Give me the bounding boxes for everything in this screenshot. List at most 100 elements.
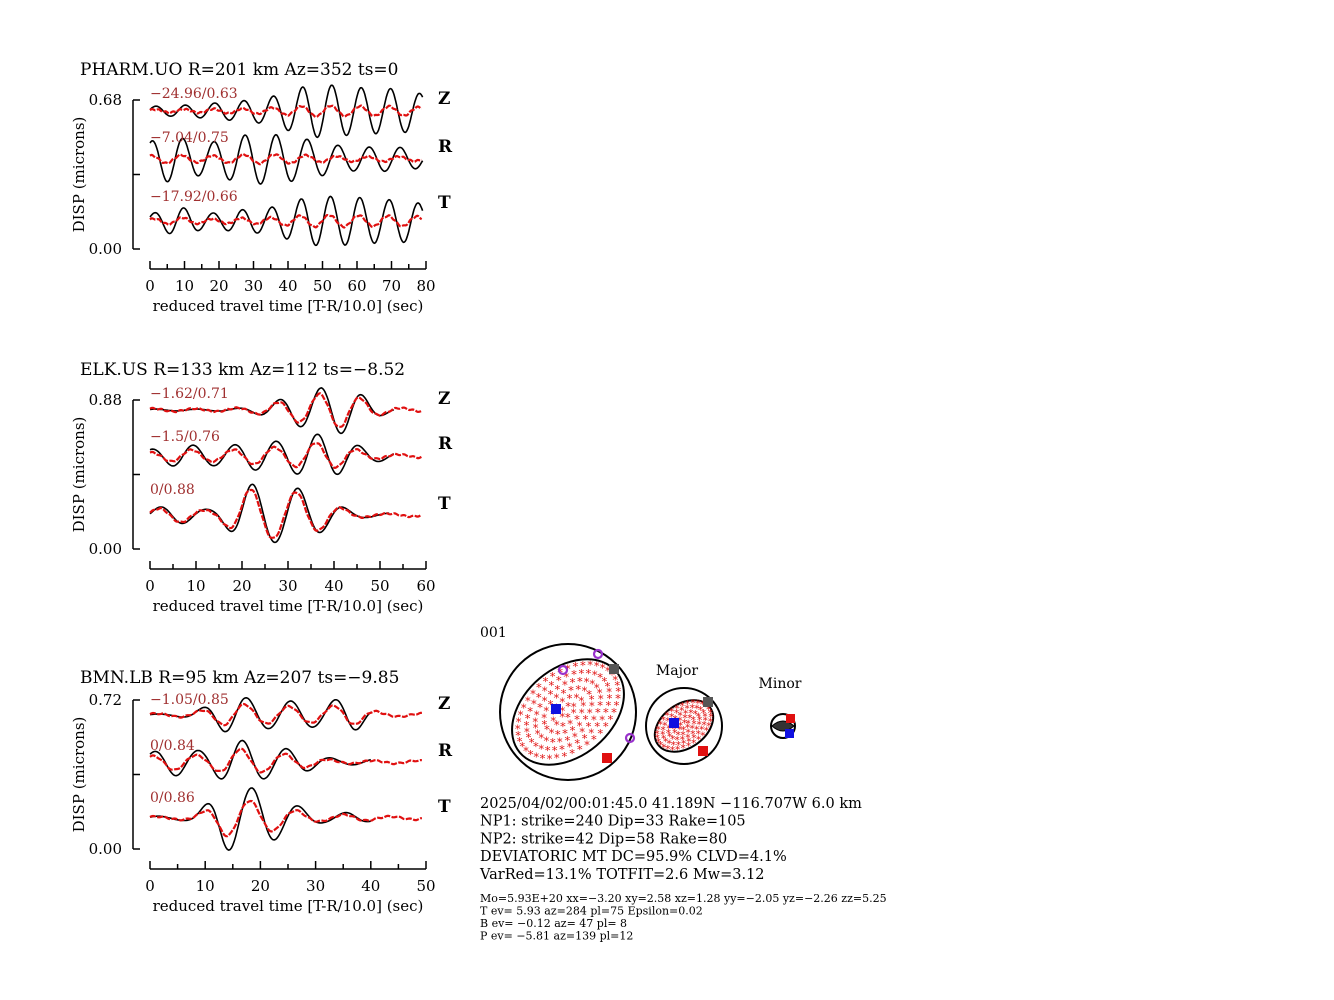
star-mark: * (526, 732, 532, 745)
star-mark: * (574, 713, 580, 726)
star-mark: * (655, 729, 660, 740)
b-axis-marker (609, 664, 619, 674)
star-mark: * (564, 671, 570, 684)
star-mark: * (515, 729, 521, 742)
star-mark: * (675, 745, 680, 756)
star-mark: * (658, 741, 663, 752)
star-mark: * (700, 700, 705, 711)
star-mark: * (533, 751, 539, 764)
star-mark: * (543, 676, 549, 689)
x-tick-label: 10 (196, 877, 215, 895)
star-mark: * (517, 735, 523, 748)
star-mark: * (577, 720, 583, 733)
minor-lobe (771, 720, 795, 732)
star-mark: * (555, 683, 561, 696)
star-mark: * (529, 737, 535, 750)
star-mark: * (562, 750, 568, 763)
x-tick-label: 0 (145, 277, 155, 295)
y-tick-label: 0.00 (89, 240, 122, 258)
star-mark: * (518, 709, 524, 722)
star-mark: * (696, 735, 701, 746)
star-mark: * (579, 695, 585, 708)
star-mark: * (597, 687, 603, 700)
star-mark: * (575, 737, 581, 750)
y-tick-label: 0.68 (89, 91, 122, 109)
star-mark: * (614, 699, 620, 712)
fit-label: −17.92/0.66 (150, 189, 238, 205)
star-mark: * (681, 739, 686, 750)
beachball-full: ***** * ********** * * *************** * * * * * **… (499, 643, 637, 781)
star-mark: * (550, 671, 556, 684)
fit-label: −7.04/0.75 (150, 130, 229, 146)
star-mark: * (590, 678, 596, 691)
fit-label: 0/0.86 (150, 790, 195, 806)
x-tick-label: 10 (186, 577, 205, 595)
b-axis-marker (703, 697, 713, 707)
fit-label: 0/0.88 (150, 482, 195, 498)
compression-stars: ***** * ********** * * *************** * * * * * **… (515, 659, 621, 766)
star-mark: * (586, 688, 592, 701)
star-mark: * (685, 723, 690, 734)
observed-trace-T (149, 787, 371, 851)
star-mark: * (547, 753, 553, 766)
star-mark: * (665, 711, 670, 722)
major-stars: ***** * ********* * * ************* * * * *******… (655, 699, 714, 757)
x-tick-label: 30 (306, 877, 325, 895)
star-mark: * (523, 745, 529, 758)
star-mark: * (708, 712, 713, 723)
star-mark: * (692, 719, 697, 730)
star-mark: * (682, 718, 687, 729)
star-mark: * (594, 660, 600, 673)
star-mark: * (661, 715, 666, 726)
star-mark: * (571, 701, 577, 714)
star-mark: * (607, 693, 613, 706)
moment-tensor-line: Mo=5.93E+20 xx=−3.20 xy=2.58 xz=1.28 yy=… (480, 892, 887, 905)
observed-trace-T (149, 195, 424, 247)
component-label: Z (438, 89, 450, 109)
star-mark: * (703, 712, 708, 723)
star-mark: * (582, 733, 588, 746)
star-mark: * (669, 707, 674, 718)
star-mark: * (706, 722, 711, 733)
star-mark: * (676, 740, 681, 751)
moment-tensor-line: T ev= 5.93 az=284 pl=75 Epsilon=0.02 (480, 905, 703, 918)
star-mark: * (584, 676, 590, 689)
beachball-minor (770, 713, 796, 739)
star-mark: * (571, 707, 577, 720)
minor-label: Minor (759, 676, 802, 692)
waveform-panel-2 (132, 387, 427, 570)
star-mark: * (696, 712, 701, 723)
star-mark: * (568, 684, 574, 697)
star-mark: * (663, 737, 668, 748)
star-mark: * (677, 716, 682, 727)
star-mark: * (658, 720, 663, 731)
star-mark: * (691, 734, 696, 745)
star-mark: * (691, 716, 696, 727)
component-label: T (438, 797, 451, 817)
star-mark: * (594, 682, 600, 695)
star-mark: * (533, 716, 539, 729)
star-mark: * (516, 716, 522, 729)
star-mark: * (678, 711, 683, 722)
star-mark: * (597, 727, 603, 740)
mechanism-info-line: NP2: strike=42 Dip=58 Rake=80 (480, 831, 727, 847)
x-tick-label: 80 (416, 277, 435, 295)
synthetic-trace-R (149, 442, 422, 470)
star-mark: * (698, 706, 703, 717)
star-mark: * (527, 705, 533, 718)
star-mark: * (541, 712, 547, 725)
star-mark: * (660, 730, 665, 741)
p-axis-marker (602, 753, 612, 763)
star-mark: * (591, 733, 597, 746)
star-mark: * (580, 659, 586, 672)
t-axis-marker (669, 718, 679, 728)
y-axis-label: DISP (microns) (70, 117, 88, 233)
star-mark: * (565, 734, 571, 747)
star-mark: * (562, 728, 568, 741)
star-mark: * (559, 743, 565, 756)
star-mark: * (560, 711, 566, 724)
y-tick-label: 0.00 (89, 540, 122, 558)
star-mark: * (539, 732, 545, 745)
star-mark: * (667, 739, 672, 750)
star-mark: * (685, 733, 690, 744)
